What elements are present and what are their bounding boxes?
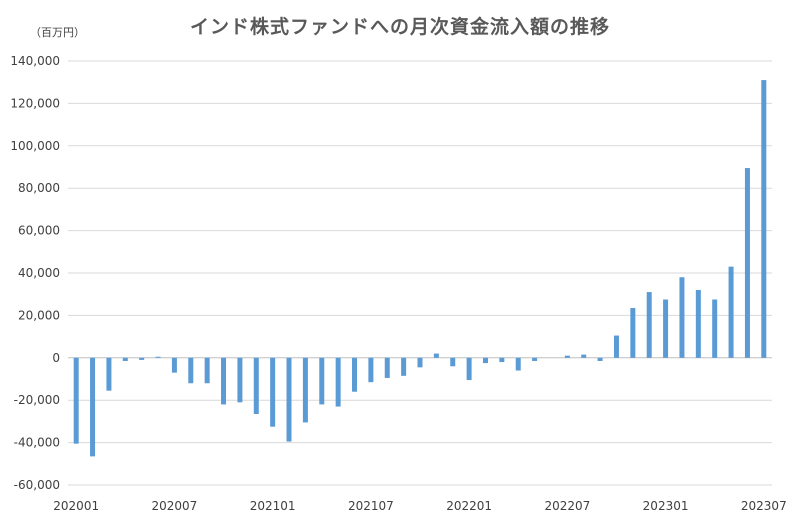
bar-202110: [417, 357, 423, 368]
x-axis: 202001 202007 202101 202107 202201 202207 2023…: [53, 499, 786, 513]
bar-202204: [515, 357, 521, 371]
x-tick-label: 202001: [53, 499, 99, 513]
bar-202305: [728, 266, 734, 358]
bar-202303: [695, 289, 701, 358]
bar-202212: [646, 292, 652, 358]
bar-202006: [155, 356, 161, 358]
bar-202202: [482, 357, 488, 364]
bar-202304: [712, 299, 718, 358]
x-tick-label: 202101: [250, 499, 296, 513]
chart-title: インド株式ファンドへの月次資金流入額の推移: [189, 16, 610, 38]
bar-202210: [613, 335, 619, 358]
bar-202001: [73, 357, 79, 444]
y-tick-label: 60,000: [18, 224, 60, 238]
y-tick-label: -60,000: [14, 478, 60, 492]
bar-202105: [335, 357, 341, 407]
y-tick-label: 120,000: [10, 96, 60, 110]
x-tick-label: 202201: [446, 499, 492, 513]
bar-202203: [499, 357, 505, 363]
y-tick-label: -20,000: [14, 393, 60, 407]
x-tick-label: 202207: [544, 499, 590, 513]
bar-202004: [122, 357, 128, 361]
y-tick-label: 40,000: [18, 266, 60, 280]
bar-202301: [663, 299, 669, 358]
bar-202307: [761, 80, 767, 358]
bar-202109: [401, 357, 407, 376]
bars-layer: [73, 80, 767, 457]
grid-layer: [68, 60, 772, 486]
bar-202002: [90, 357, 96, 457]
bar-202009: [204, 357, 210, 384]
x-tick-label: 202007: [152, 499, 198, 513]
y-tick-label: 0: [52, 351, 60, 365]
bar-202005: [139, 357, 145, 360]
bar-202211: [630, 307, 636, 358]
y-tick-label: 140,000: [10, 54, 60, 68]
bar-202208: [581, 354, 587, 358]
bar-202112: [450, 357, 456, 367]
bar-202008: [188, 357, 194, 384]
bar-202107: [368, 357, 374, 383]
bar-202302: [679, 277, 685, 358]
bar-202205: [532, 357, 538, 361]
bar-202003: [106, 357, 112, 391]
bar-202103: [302, 357, 308, 423]
bar-202007: [171, 357, 177, 373]
y-axis: -60,000 -40,000 -20,000 0 20,000 40,000 60,000…: [10, 54, 60, 492]
y-tick-label: 20,000: [18, 308, 60, 322]
bar-202011: [237, 357, 243, 403]
bar-202010: [221, 357, 227, 405]
bar-202209: [597, 357, 603, 361]
bar-202102: [286, 357, 292, 442]
bar-202108: [384, 357, 390, 378]
y-tick-label: -40,000: [14, 436, 60, 450]
bar-202101: [270, 357, 276, 427]
bar-202306: [744, 168, 750, 358]
bar-202201: [466, 357, 472, 381]
y-tick-label: 80,000: [18, 181, 60, 195]
bar-202106: [352, 357, 358, 392]
bar-202207: [564, 355, 570, 358]
bar-202012: [253, 357, 259, 414]
unit-label: （百万円）: [30, 26, 85, 39]
x-tick-label: 202107: [348, 499, 394, 513]
x-tick-label: 202301: [643, 499, 689, 513]
bar-202111: [433, 353, 439, 358]
y-tick-label: 100,000: [10, 139, 60, 153]
x-tick-label: 202307: [741, 499, 787, 513]
bar-202104: [319, 357, 325, 405]
